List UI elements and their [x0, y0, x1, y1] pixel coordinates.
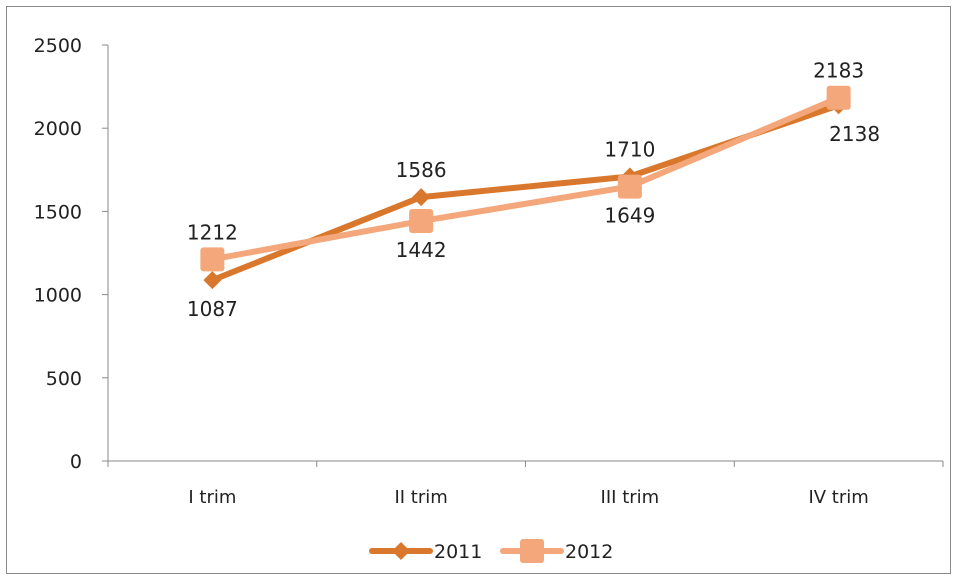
y-axis-tick-label: 0 — [70, 451, 82, 473]
x-axis-category-label: IV trim — [808, 487, 868, 508]
series-lines — [200, 85, 851, 290]
data-label-2012-1: 1212 — [187, 220, 238, 244]
x-axis-category-label: III trim — [601, 487, 660, 508]
legend-square-icon — [520, 539, 544, 563]
data-point-2012-4 — [826, 85, 851, 110]
data-point-2011-1 — [203, 271, 222, 290]
data-label-2011-4: 2138 — [829, 122, 880, 146]
legend-label-2012: 2012 — [565, 541, 613, 563]
data-point-2012-1 — [200, 247, 225, 272]
x-axis-category-labels: I trim II trim III trim IV trim — [107, 461, 944, 508]
y-axis-tick-label: 1500 — [34, 201, 82, 223]
x-axis-category-label: I trim — [188, 487, 236, 508]
data-label-2012-3: 1649 — [604, 204, 655, 228]
data-label-2011-3: 1710 — [604, 137, 655, 161]
data-label-2012-4: 2183 — [813, 59, 864, 83]
data-point-2012-2 — [409, 209, 434, 234]
x-axis-category-label: II trim — [394, 487, 447, 508]
series-line-2011 — [209, 102, 842, 284]
y-axis-tick-label: 2000 — [34, 118, 82, 140]
y-axis-tick-label: 1000 — [34, 285, 82, 307]
data-point-2012-3 — [617, 174, 642, 199]
series-line-2012 — [209, 94, 842, 263]
data-label-2011-2: 1586 — [396, 158, 447, 182]
legend-diamond-icon — [392, 542, 410, 560]
legend-label-2011: 2011 — [434, 541, 482, 563]
y-axis-tick-label: 500 — [46, 368, 82, 390]
chart-legend: 2011 2012 — [369, 539, 613, 563]
data-point-2011-2 — [412, 188, 431, 207]
data-labels: 1087 1212 1586 1442 1710 1649 2138 2183 — [187, 59, 880, 321]
y-axis-tick-label: 2500 — [34, 35, 82, 57]
data-label-2011-1: 1087 — [187, 297, 238, 321]
chart-frame — [6, 6, 951, 574]
data-label-2012-2: 1442 — [396, 238, 447, 262]
y-axis-tick-labels: 0 500 1000 1500 2000 2500 — [34, 35, 108, 473]
